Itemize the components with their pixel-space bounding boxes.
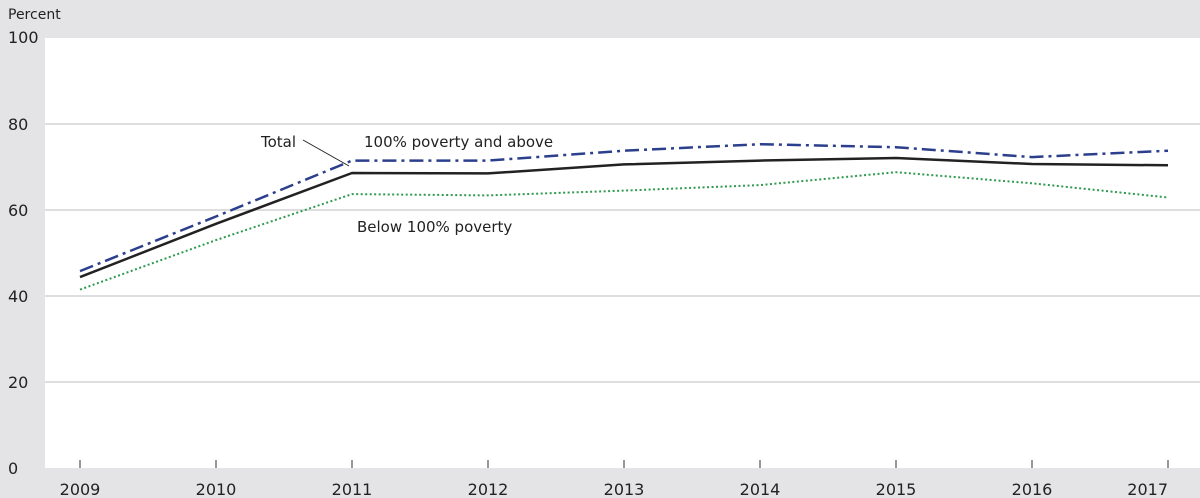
- total-annotation: Total: [260, 133, 296, 151]
- above-poverty-annotation: 100% poverty and above: [364, 133, 553, 151]
- y-tick-label-80: 80: [8, 115, 28, 134]
- x-tick-label-2011: 2011: [332, 480, 373, 498]
- series-line-100-poverty-and-above: [79, 142, 1169, 273]
- x-tick-label-2015: 2015: [876, 480, 917, 498]
- x-tick-label-2016: 2016: [1012, 480, 1053, 498]
- below-poverty-annotation: Below 100% poverty: [357, 218, 512, 236]
- y-tick-label-100: 100: [8, 28, 39, 47]
- x-tick-label-2009: 2009: [60, 480, 101, 498]
- x-tick-label-2012: 2012: [468, 480, 509, 498]
- series-lines: [79, 142, 1169, 291]
- y-axis-title: Percent: [8, 7, 61, 23]
- axes: 0 20 40 60 80 100 2009 2010 2011 2012 2013 2014 2015…: [8, 28, 1169, 498]
- y-tick-label-60: 60: [8, 201, 28, 220]
- y-tick-label-40: 40: [8, 287, 28, 306]
- plot-area: [45, 38, 1200, 468]
- gridlines: [45, 123, 1200, 383]
- y-tick-label-0: 0: [8, 459, 18, 478]
- x-tick-label-2017: 2017: [1127, 480, 1168, 498]
- y-tick-label-20: 20: [8, 373, 28, 392]
- total-leader-line: [302, 139, 350, 167]
- x-tick-label-2010: 2010: [196, 480, 237, 498]
- series-line-below-100-poverty: [79, 171, 1169, 291]
- x-tick-label-2014: 2014: [740, 480, 781, 498]
- series-line-total: [79, 156, 1169, 279]
- x-tick-label-2013: 2013: [604, 480, 645, 498]
